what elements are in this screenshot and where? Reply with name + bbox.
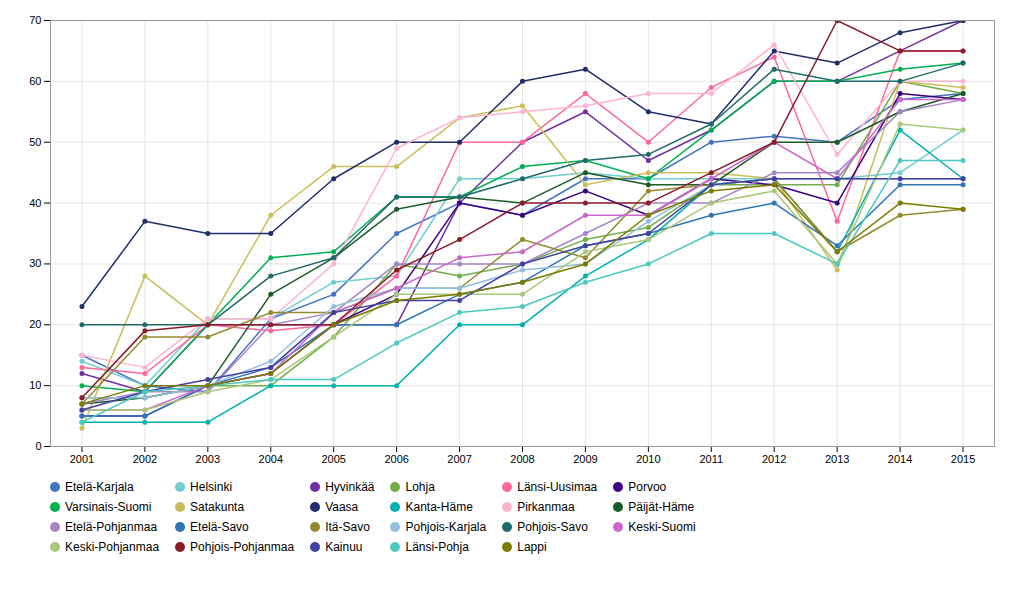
svg-text:2005: 2005 [321, 453, 345, 465]
svg-text:0: 0 [35, 440, 41, 452]
html-text:Länsi-Pohja: Länsi-Pohja [405, 540, 469, 554]
svg-text:2001: 2001 [70, 453, 94, 465]
html-text:Etelä-Karjala: Etelä-Karjala [65, 480, 134, 494]
svg-text:30: 30 [29, 257, 41, 269]
svg-text:2002: 2002 [133, 453, 157, 465]
svg-text:10: 10 [29, 379, 41, 391]
html-text:Keski-Suomi: Keski-Suomi [628, 520, 696, 534]
svg-text:2011: 2011 [699, 453, 723, 465]
html-text:Kainuu: Kainuu [325, 540, 363, 554]
svg-text:2013: 2013 [825, 453, 849, 465]
svg-text:2009: 2009 [573, 453, 597, 465]
html-text:Hyvinkää: Hyvinkää [325, 480, 375, 494]
html-text:Lappi: Lappi [517, 540, 547, 554]
html-text:Porvoo: Porvoo [628, 480, 667, 494]
html-text:Vaasa: Vaasa [325, 500, 359, 514]
svg-text:2003: 2003 [196, 453, 220, 465]
svg-text:40: 40 [29, 197, 41, 209]
svg-text:2004: 2004 [259, 453, 283, 465]
html-text:Pohjois-Savo: Pohjois-Savo [517, 520, 588, 534]
svg-text:2012: 2012 [762, 453, 786, 465]
html-text:Pohjois-Karjala: Pohjois-Karjala [405, 520, 487, 534]
html-text:Etelä-Pohjanmaa: Etelä-Pohjanmaa [65, 520, 158, 534]
svg-text:2007: 2007 [447, 453, 471, 465]
svg-text:50: 50 [29, 136, 41, 148]
html-text:Satakunta: Satakunta [190, 500, 245, 514]
html-text:Varsinais-Suomi: Varsinais-Suomi [65, 500, 152, 514]
html-text:Helsinki: Helsinki [190, 480, 233, 494]
html-text:Länsi-Uusimaa: Länsi-Uusimaa [517, 480, 598, 494]
svg-text:2006: 2006 [384, 453, 408, 465]
html-text:Itä-Savo: Itä-Savo [325, 520, 370, 534]
svg-text:60: 60 [29, 75, 41, 87]
svg-text:70: 70 [29, 14, 41, 26]
html-text:Päijät-Häme: Päijät-Häme [628, 500, 695, 514]
html-text:Keski-Pohjanmaa: Keski-Pohjanmaa [65, 540, 160, 554]
html-text:Pirkanmaa: Pirkanmaa [517, 500, 575, 514]
svg-text:2014: 2014 [888, 453, 912, 465]
html-text:Pohjois-Pohjanmaa: Pohjois-Pohjanmaa [190, 540, 295, 554]
svg-text:2008: 2008 [510, 453, 534, 465]
svg-text:20: 20 [29, 318, 41, 330]
html-text:Etelä-Savo: Etelä-Savo [190, 520, 249, 534]
html-text:Kanta-Häme: Kanta-Häme [405, 500, 473, 514]
svg-text:2010: 2010 [636, 453, 660, 465]
svg-text:2015: 2015 [951, 453, 975, 465]
html-text:Lohja: Lohja [405, 480, 435, 494]
